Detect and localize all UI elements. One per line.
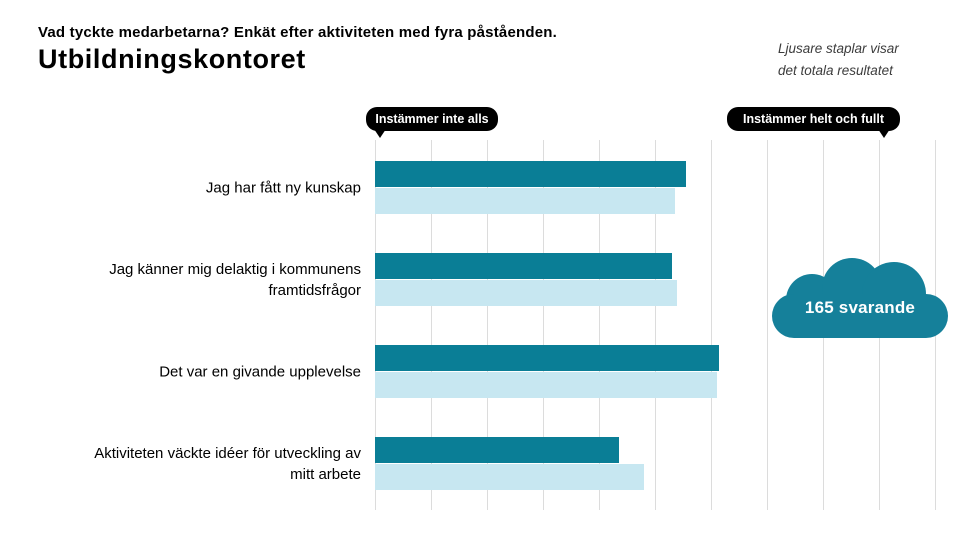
gridline <box>711 140 712 510</box>
gridline <box>543 140 544 510</box>
slide-kicker: Vad tyckte medarbetarna? Enkät efter akt… <box>38 24 557 41</box>
bar-dark-unit <box>375 437 619 463</box>
bar-light-total <box>375 280 678 306</box>
gridline <box>431 140 432 510</box>
chart-rows: Jag har fått ny kunskap Jag känner mig de… <box>94 161 936 490</box>
axis-endpoint-min-callout: Instämmer inte alls <box>366 107 498 138</box>
bar-light-total <box>375 464 644 490</box>
gridline <box>375 140 376 510</box>
legend-note-line1: Ljusare staplar visar <box>778 41 899 56</box>
legend-note: Ljusare staplar visar det totala resulta… <box>778 38 938 82</box>
chart-row: Jag känner mig delaktig i kommunens fram… <box>109 253 936 306</box>
chart-row: Aktiviteten väckte idéer för utveckling … <box>94 437 936 490</box>
category-label: Jag känner mig delaktig i kommunens fram… <box>109 260 361 299</box>
legend-note-line2: det totala resultatet <box>778 63 893 78</box>
gridline <box>655 140 656 510</box>
gridline <box>487 140 488 510</box>
category-label: Aktiviteten väckte idéer för utveckling … <box>94 444 361 483</box>
bar-dark-unit <box>375 161 686 187</box>
bar-pair <box>375 437 936 490</box>
chart-row: Det var en givande upplevelse <box>159 345 936 398</box>
bar-dark-unit <box>375 345 720 371</box>
chart-row: Jag har fått ny kunskap <box>206 161 936 214</box>
bar-chart: Jag har fått ny kunskap Jag känner mig de… <box>94 140 936 510</box>
gridline <box>767 140 768 510</box>
bar-pair <box>375 161 936 214</box>
axis-endpoint-max-callout: Instämmer helt och fullt <box>727 107 900 138</box>
respondents-count: 165 svarande <box>804 298 916 317</box>
page-title: Utbildningskontoret <box>38 44 306 74</box>
bar-pair <box>375 253 936 306</box>
bar-dark-unit <box>375 253 672 279</box>
gridline <box>599 140 600 510</box>
bar-light-total <box>375 188 675 214</box>
respondents-cloud: 165 svarande <box>772 258 948 338</box>
category-label: Det var en givande upplevelse <box>159 363 361 380</box>
axis-endpoint-min-label: Instämmer inte alls <box>375 112 489 126</box>
cloud-icon <box>772 258 948 338</box>
category-label: Jag har fått ny kunskap <box>205 179 361 196</box>
axis-endpoint-max-label: Instämmer helt och fullt <box>743 112 884 126</box>
bar-pair <box>375 345 936 398</box>
bar-light-total <box>375 372 717 398</box>
